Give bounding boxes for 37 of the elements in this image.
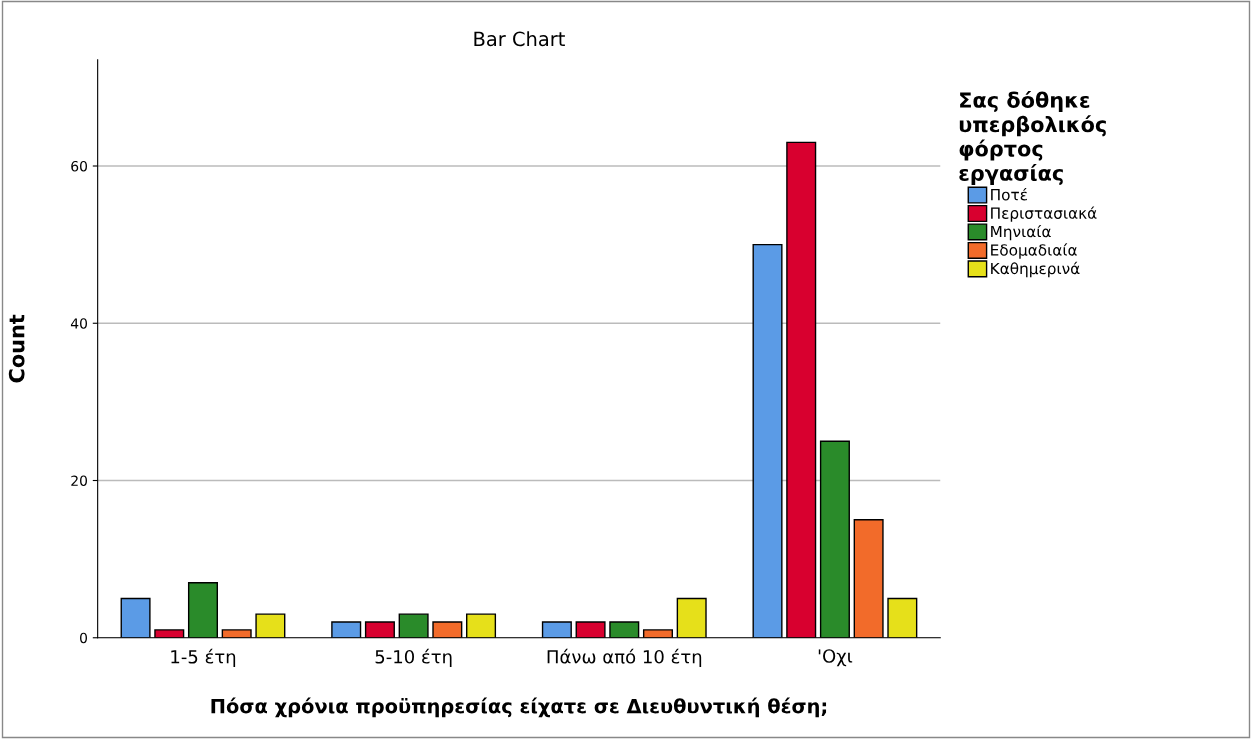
legend-label: Εδομαδιαία	[991, 243, 1077, 259]
y-tick-label: 0	[80, 632, 88, 644]
bar	[255, 613, 286, 638]
legend-label: Ποτέ	[991, 187, 1027, 201]
bar	[120, 597, 151, 638]
legend-title: Σας δόθηκε υπερβολικός φόρτος εργασίας	[959, 90, 1106, 185]
bar	[752, 243, 783, 638]
legend-label: Καθημερινά	[991, 261, 1080, 278]
x-tick-label: 1-5 έτη	[171, 648, 236, 668]
bar	[853, 519, 884, 638]
y-tick-label: 40	[70, 318, 88, 329]
y-tick-label: 20	[71, 475, 88, 486]
bar	[364, 621, 395, 638]
legend-label: Μηνιαία	[991, 224, 1051, 241]
y-tick-label: 60	[71, 160, 88, 172]
bar	[575, 621, 606, 638]
bar	[187, 582, 218, 638]
bar	[676, 597, 707, 638]
bar	[221, 629, 252, 638]
x-axis-title: Πόσα χρόνια προϋπηρεσίας είχατε σε Διευθυντική θέση;	[211, 697, 827, 718]
bar	[786, 141, 817, 638]
y-axis-title: Count	[8, 314, 25, 383]
legend-label: Περιστασιακά	[991, 206, 1097, 222]
bar	[331, 621, 362, 638]
bar	[398, 613, 429, 638]
x-tick-label: 5-10 έτη	[375, 648, 452, 668]
bar	[642, 629, 674, 638]
bar	[541, 621, 572, 638]
bar	[887, 597, 918, 638]
bar	[154, 629, 185, 638]
x-tick-label: 'Οχι	[818, 649, 853, 667]
bar	[466, 613, 497, 638]
bar	[819, 440, 850, 638]
bar	[432, 621, 463, 638]
x-tick-label: Πάνω από 10 έτη	[547, 648, 702, 668]
bar	[609, 621, 640, 638]
chart-title: Bar Chart	[474, 31, 565, 47]
